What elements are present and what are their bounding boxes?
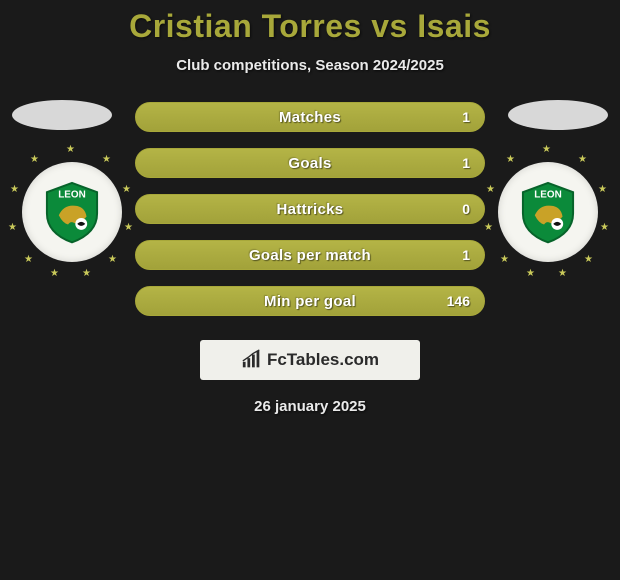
stat-value: 1 [462, 109, 470, 125]
branding-text: FcTables.com [267, 350, 379, 370]
stat-row-min-per-goal: Min per goal 146 [135, 286, 485, 316]
club-leon-logo-icon: LEON ★ ★ ★ ★ ★ ★ ★ ★ ★ ★ ★ [498, 162, 598, 262]
stat-label: Goals per match [249, 247, 371, 264]
right-club-logo: LEON ★ ★ ★ ★ ★ ★ ★ ★ ★ ★ ★ [498, 162, 598, 262]
left-club-logo: LEON ★ ★ ★ ★ ★ ★ ★ ★ ★ ★ ★ [22, 162, 122, 262]
infographic-container: Cristian Torres vs Isais Club competitio… [0, 0, 620, 415]
stat-rows: Matches 1 Goals 1 Hattricks 0 Goals per … [135, 102, 485, 316]
page-title: Cristian Torres vs Isais [0, 8, 620, 45]
stats-region: LEON ★ ★ ★ ★ ★ ★ ★ ★ ★ ★ ★ [0, 102, 620, 415]
stat-label: Goals [288, 155, 331, 172]
stat-value: 0 [462, 201, 470, 217]
club-name-text: LEON [534, 189, 561, 200]
bar-chart-icon [241, 349, 263, 371]
stat-row-goals-per-match: Goals per match 1 [135, 240, 485, 270]
stat-label: Hattricks [277, 201, 344, 218]
right-player-placeholder-oval [508, 100, 608, 130]
shield-icon: LEON [39, 179, 105, 245]
branding-badge: FcTables.com [200, 340, 420, 380]
shield-icon: LEON [515, 179, 581, 245]
page-subtitle: Club competitions, Season 2024/2025 [0, 57, 620, 74]
club-leon-logo-icon: LEON ★ ★ ★ ★ ★ ★ ★ ★ ★ ★ ★ [22, 162, 122, 262]
stat-value: 146 [447, 293, 470, 309]
stat-label: Min per goal [264, 293, 356, 310]
stat-value: 1 [462, 247, 470, 263]
stat-label: Matches [279, 109, 341, 126]
stat-row-matches: Matches 1 [135, 102, 485, 132]
club-name-text: LEON [58, 189, 85, 200]
stat-row-hattricks: Hattricks 0 [135, 194, 485, 224]
left-player-placeholder-oval [12, 100, 112, 130]
stat-row-goals: Goals 1 [135, 148, 485, 178]
footer-date: 26 january 2025 [0, 398, 620, 415]
stat-value: 1 [462, 155, 470, 171]
